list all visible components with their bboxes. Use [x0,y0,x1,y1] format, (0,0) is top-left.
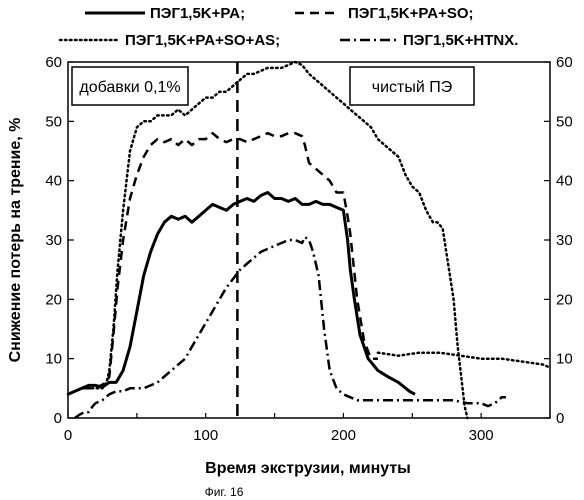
legend-label-2: ПЭГ1,5K+PA+SO; [348,5,474,22]
legend-label-1: ПЭГ1,5K+PA; [150,5,245,22]
y-tick-label-right: 10 [556,351,573,368]
legend-label-3: ПЭГ1,5K+PA+SO+AS; [125,32,280,49]
series-line-dashdot-3 [75,237,506,418]
axes: 001010202030304040505060600100200300 [45,54,572,444]
series-line-dotted-4 [378,353,550,368]
series-line-dotted-2 [68,62,467,418]
series-group [68,62,550,418]
x-tick-label: 100 [193,427,218,444]
x-axis-title: Время экструзии, минуты [205,460,411,477]
legend: ПЭГ1,5K+PA; ПЭГ1,5K+PA+SO; ПЭГ1,5K+PA+SO… [60,5,518,49]
x-tick-label: 200 [331,427,356,444]
annotation-left-box: добавки 0,1% [72,67,188,105]
legend-label-4: ПЭГ1,5K+HTNX. [403,32,518,49]
annotation-right-box: чистый ПЭ [350,67,474,105]
y-tick-label-left: 10 [45,351,62,368]
y-tick-label-right: 60 [556,54,573,71]
y-tick-label-left: 30 [45,232,62,249]
series-line-dashed-1 [68,133,378,394]
y-tick-label-right: 20 [556,291,573,308]
annotation-left-text: добавки 0,1% [79,79,180,96]
plot-frame [68,62,550,418]
y-tick-label-right: 0 [556,410,564,427]
figure-caption: Фиг. 16 [205,485,244,499]
y-tick-label-left: 20 [45,291,62,308]
x-tick-label: 0 [64,427,72,444]
y-tick-label-left: 0 [54,410,62,427]
y-tick-label-right: 50 [556,113,573,130]
y-tick-label-left: 40 [45,173,62,190]
y-tick-label-right: 40 [556,173,573,190]
y-axis-title: Снижение потерь на трение, % [7,118,24,363]
x-tick-label: 300 [469,427,494,444]
y-tick-label-left: 50 [45,113,62,130]
y-tick-label-left: 60 [45,54,62,71]
series-line-solid-0 [68,193,415,395]
annotation-right-text: чистый ПЭ [372,79,452,96]
y-tick-label-right: 30 [556,232,573,249]
